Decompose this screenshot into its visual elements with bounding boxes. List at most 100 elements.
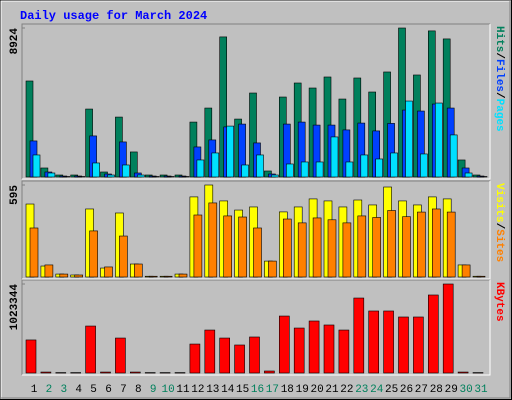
bar [271,174,279,178]
bar [357,215,367,278]
bevel [22,181,491,280]
bar [74,274,83,278]
bar [256,154,264,178]
legend-entry: Hits [493,26,505,52]
bar [268,260,277,278]
x-tick-label: 22 [340,384,353,396]
bar [77,176,85,178]
x-tick-label: 7 [120,384,127,396]
bar [353,297,365,374]
bar [241,164,249,178]
bar [300,161,309,178]
bar [151,176,160,178]
bar [345,161,354,178]
bar [32,154,41,178]
x-tick-label: 11 [176,384,190,396]
bar [189,343,201,374]
bar [25,339,37,374]
bar [59,273,69,278]
bar [323,324,335,374]
bar [89,230,98,278]
legend: Visits/Sites [493,183,505,262]
bar [413,316,424,374]
x-tick-label: 2 [46,384,53,396]
chart-title: Daily usage for March 2024 [20,9,207,23]
bar [338,329,350,374]
legend-entry: Pages [493,99,505,132]
x-tick-label: 29 [445,384,458,396]
bar [62,176,71,178]
x-tick-label: 30 [459,384,472,396]
x-tick-label: 28 [430,384,443,396]
bar [285,163,294,178]
legend-separator: / [493,92,505,99]
x-tick-label: 26 [400,384,413,396]
bar [219,36,227,178]
bar [249,336,260,374]
legend-entry: KBytes [493,282,505,322]
bar [40,371,52,374]
bar [47,172,56,178]
bar [327,219,337,278]
x-tick-label: 9 [150,384,157,396]
x-tick-label: 18 [281,384,294,396]
x-tick-label: 6 [105,384,112,396]
bevel [22,24,491,180]
bar [446,211,456,278]
x-tick-label: 3 [60,384,67,396]
legend-entry: Sites [493,229,505,262]
x-tick-label: 20 [310,384,323,396]
bar [238,216,247,278]
bar [434,102,443,178]
bar [163,275,173,278]
bar [107,174,115,178]
legend-entry: Visits [493,183,505,223]
bar [330,136,339,178]
bar [405,100,413,178]
x-tick-label: 15 [236,384,249,396]
bar [278,315,290,374]
bar [461,264,471,278]
x-tick-label: 19 [296,384,309,396]
bar [417,211,426,278]
x-tick-label: 13 [206,384,219,396]
bevel [21,23,490,179]
bar [211,152,220,178]
x-tick-label: 27 [415,384,428,396]
bar [130,151,138,178]
y-tick-label: 595 [9,185,21,205]
x-tick-label: 24 [370,384,384,396]
bar [420,153,428,178]
bar [282,218,292,278]
bar [159,372,171,374]
bar [442,283,454,374]
x-tick-label: 17 [266,384,279,396]
bar [293,327,305,374]
bar [390,152,398,178]
bar [92,162,100,178]
bar [476,275,486,278]
bar [312,217,322,278]
bar [196,159,205,178]
bar [264,370,275,374]
bar [223,215,232,278]
bevel [21,180,490,279]
bar [249,92,257,178]
legend-separator: / [493,52,505,59]
x-tick-label: 16 [251,384,264,396]
x-tick-label: 5 [90,384,97,396]
bar [226,125,234,178]
bar [204,329,216,374]
x-tick-label: 4 [75,384,82,396]
bar [398,316,409,374]
x-tick-label: 12 [191,384,204,396]
x-tick-label: 1 [31,384,38,396]
bar [234,344,245,374]
bar [174,372,186,374]
y-tick-label: 8924 [9,28,21,55]
bar [219,337,230,374]
bar [297,222,307,278]
bar [130,371,141,374]
